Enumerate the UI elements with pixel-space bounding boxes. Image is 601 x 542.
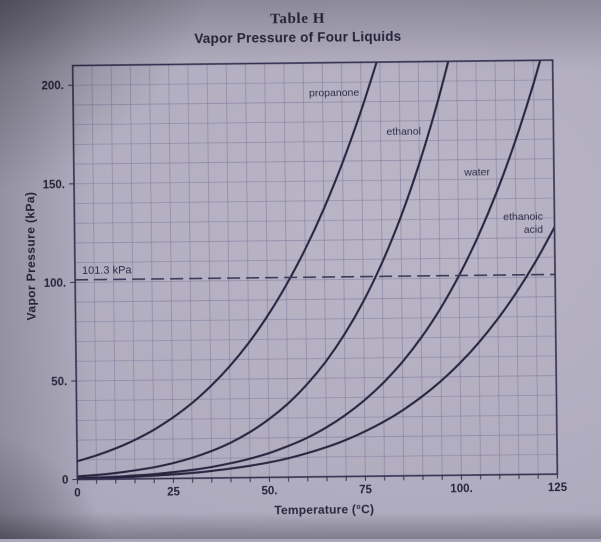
grid-line-vertical bbox=[476, 61, 481, 475]
grid-line-horizontal bbox=[77, 454, 557, 459]
x-tick-label: 75 bbox=[359, 484, 373, 496]
curve-ethanoic-acid bbox=[75, 227, 558, 479]
grid-line-vertical bbox=[207, 64, 212, 478]
grid-line-vertical bbox=[418, 62, 423, 476]
grid-line-vertical bbox=[303, 63, 308, 477]
grid-line-vertical bbox=[457, 61, 462, 475]
grid-line-horizontal bbox=[74, 178, 554, 183]
curves bbox=[72, 17, 557, 479]
x-tick-label: 0 bbox=[74, 488, 81, 500]
reference-line-layer: 101.3 kPa bbox=[75, 259, 555, 279]
grid-line-vertical bbox=[437, 61, 442, 475]
grid-line-horizontal bbox=[75, 257, 555, 262]
series-label-propanone: propanone bbox=[309, 87, 360, 100]
grid-line-vertical bbox=[361, 62, 366, 476]
plot-frame bbox=[73, 60, 558, 479]
grid-line-vertical bbox=[399, 62, 404, 476]
grid-line-vertical bbox=[265, 63, 270, 477]
reference-line-label: 101.3 kPa bbox=[82, 264, 133, 277]
series-label-water: water bbox=[463, 166, 490, 178]
grid-line-horizontal bbox=[74, 139, 554, 144]
grid-line-vertical bbox=[188, 64, 193, 478]
grid-line-horizontal bbox=[76, 376, 556, 381]
plot-border bbox=[73, 60, 558, 479]
grid-line-vertical bbox=[380, 62, 385, 476]
grid-line-vertical bbox=[169, 64, 174, 478]
grid-line-vertical bbox=[284, 63, 289, 477]
y-tick-label: 0 bbox=[62, 475, 69, 487]
grid-line-horizontal bbox=[74, 198, 554, 203]
curve-water bbox=[72, 17, 557, 479]
grid-line-horizontal bbox=[74, 159, 554, 164]
grid-line-horizontal bbox=[73, 119, 553, 124]
grid-line-horizontal bbox=[77, 415, 557, 420]
grid-line-horizontal bbox=[77, 435, 557, 440]
grid-line-vertical bbox=[149, 65, 154, 479]
series-label-ethanol: ethanol bbox=[386, 126, 421, 138]
grid-line-horizontal bbox=[73, 80, 553, 85]
grid-line-vertical bbox=[226, 64, 231, 478]
grid-line-horizontal bbox=[75, 238, 555, 243]
plot-grid bbox=[73, 60, 558, 479]
reference-line-101-3-kpa bbox=[75, 274, 555, 279]
y-tick-label: 200. bbox=[41, 80, 64, 92]
y-tick-label: 50. bbox=[51, 376, 67, 388]
x-tick-label: 125 bbox=[548, 482, 568, 494]
grid-line-horizontal bbox=[75, 297, 555, 302]
y-tick-label: 150. bbox=[43, 179, 66, 191]
grid-line-vertical bbox=[514, 61, 519, 475]
grid-line-horizontal bbox=[76, 395, 556, 400]
x-tick-label: 50. bbox=[261, 485, 277, 497]
grid-line-vertical bbox=[495, 61, 500, 475]
grid-line-horizontal bbox=[76, 356, 556, 361]
grid-line-horizontal bbox=[74, 218, 554, 223]
grid-line-horizontal bbox=[73, 100, 553, 105]
series-label-ethanoic-acid: ethanoic bbox=[503, 211, 543, 223]
x-tick-label: 100. bbox=[450, 483, 473, 495]
y-tick-label: 100. bbox=[44, 278, 67, 290]
x-tick-label: 25 bbox=[167, 486, 181, 498]
grid-line-vertical bbox=[533, 60, 538, 474]
grid-line-horizontal bbox=[76, 316, 556, 321]
series-label-ethanoic-acid: acid bbox=[524, 224, 544, 236]
grid-line-vertical bbox=[322, 63, 327, 477]
grid-line-vertical bbox=[245, 64, 250, 478]
